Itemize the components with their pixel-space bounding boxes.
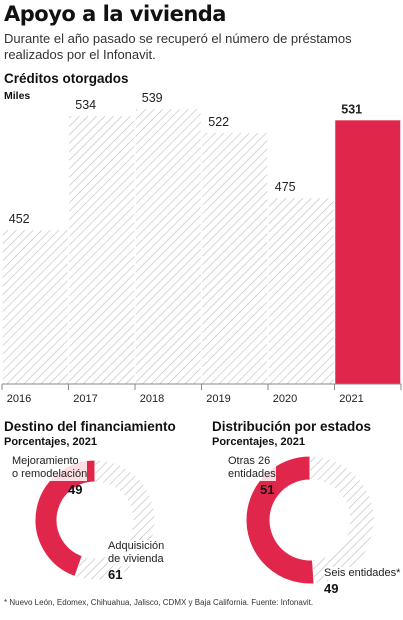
bar-value-label: 475 [275,180,296,194]
donut2-title: Distribución por estados [212,419,372,434]
page-subtitle: Durante el año pasado se recuperó el núm… [4,31,352,62]
donut1-title: Destino del financiamiento [4,419,176,434]
bar-value-label: 522 [208,115,229,129]
bar-2018 [135,109,201,384]
donut1-value-a: 49 [68,482,83,497]
donut2-label-b: Seis entidades* [324,567,401,580]
bar-value-label: 452 [9,212,30,226]
donut1-label-b: Adquisición de vivienda [108,540,165,566]
donut1-label-a-line2: o remodelación [12,468,88,480]
donut1-value-b: 61 [108,567,123,582]
x-tick-label: 2021 [339,393,363,405]
donut2-chart [245,455,375,585]
bar-2020 [268,198,334,384]
donut-slice-highlight [34,459,96,578]
donut-slice-highlight [245,455,315,585]
x-tick-label: 2016 [7,393,31,405]
donut1-label-b-line2: de vivienda [108,553,164,565]
bar-2019 [202,132,268,384]
donut2-label-a: Otras 26 entidades [228,455,276,481]
bar-value-label: 531 [341,102,362,116]
x-tick-label: 2017 [73,393,97,405]
donut2-label-a-line1: Otras 26 [228,455,271,467]
bar-chart-unit: Miles [4,90,31,102]
x-tick-label: 2020 [273,393,297,405]
bar-chart-title: Créditos otorgados [4,71,129,86]
x-tick-label: 2019 [206,393,230,405]
bar-2021 [335,120,401,385]
bar-value-label: 539 [142,91,163,105]
donut2-label-a-line2: entidades [228,468,276,480]
footnote: * Nuevo León, Edomex, Chihuahua, Jalisco… [4,598,314,607]
donut2-value-b: 49 [324,581,339,596]
donut-slice-hatched [309,455,375,585]
bar-value-label: 534 [75,98,96,112]
donut1-label-a: Mejoramiento o remodelación [12,455,88,481]
bar-2017 [69,116,135,385]
donut2-value-a: 51 [260,482,275,497]
donut1-label-b-line1: Adquisición [108,540,165,552]
bar-2016 [2,230,68,384]
donut1-label-a-line1: Mejoramiento [12,455,79,467]
donut1-subtitle: Porcentajes, 2021 [4,436,97,448]
page-title: Apoyo a la vivienda [4,2,226,26]
bar-chart: 452 2016 534 2017 539 2018 522 2019 475 2020 531 20… [1,91,402,405]
donut2-subtitle: Porcentajes, 2021 [212,436,305,448]
x-tick-label: 2018 [140,393,164,405]
